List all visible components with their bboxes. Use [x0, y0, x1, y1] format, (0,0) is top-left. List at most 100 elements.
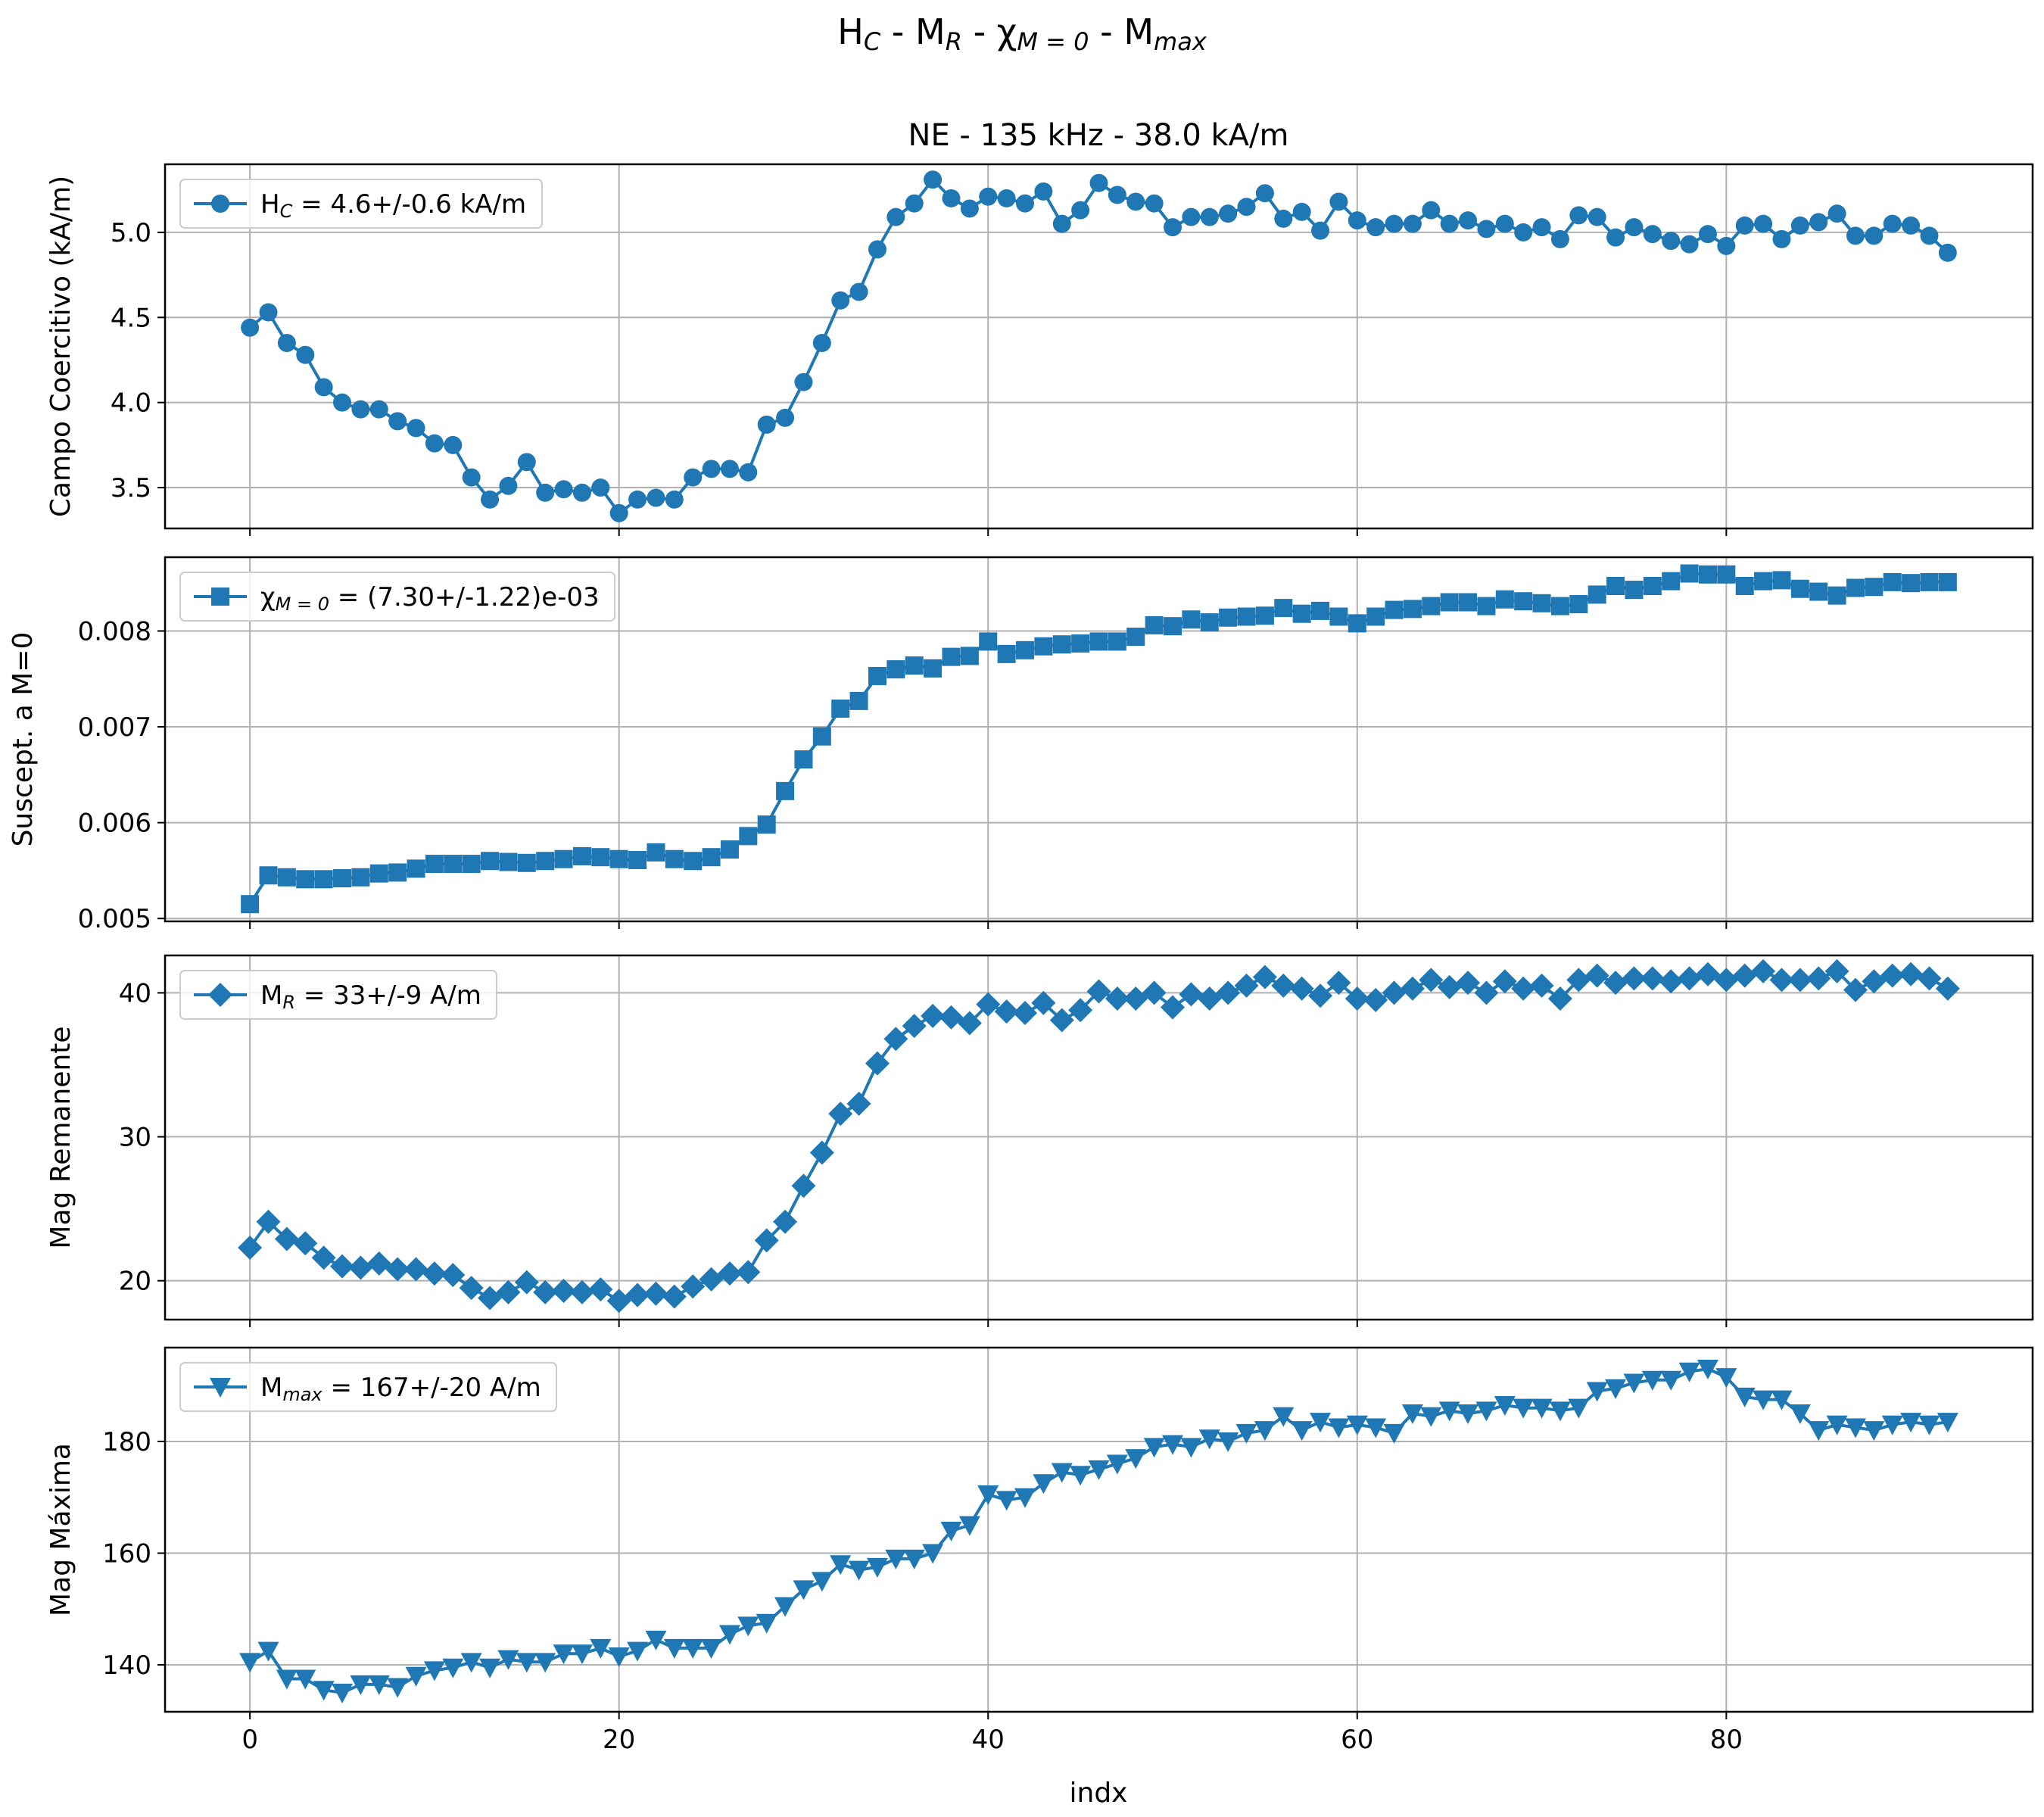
data-point [296, 345, 315, 364]
data-point [997, 644, 1016, 663]
data-point [1771, 1390, 1793, 1410]
data-point [957, 1011, 982, 1036]
data-point [1385, 600, 1404, 619]
data-point [1809, 213, 1828, 232]
data-point [1255, 606, 1274, 625]
data-point [1678, 1362, 1700, 1382]
data-point [1477, 597, 1496, 616]
data-point [351, 400, 370, 419]
data-point [1789, 1404, 1811, 1425]
data-point [1659, 969, 1684, 994]
data-point [1311, 601, 1330, 620]
data-point [1289, 976, 1314, 1001]
data-point [627, 1641, 649, 1662]
data-point [536, 852, 555, 871]
data-point [1198, 1429, 1220, 1450]
y-tick-label: 4.0 [111, 388, 151, 419]
data-point [444, 435, 463, 454]
data-point [1164, 617, 1182, 636]
y-tick-label: 0.007 [78, 712, 151, 743]
data-point [942, 189, 961, 207]
data-point [1697, 1360, 1718, 1380]
axes-frame [164, 954, 2034, 1321]
data-point [773, 1209, 798, 1234]
data-point [1865, 578, 1884, 597]
data-point [628, 490, 647, 509]
data-point [1031, 990, 1056, 1015]
y-tick-label: 20 [119, 1267, 151, 1297]
data-point [1346, 1415, 1368, 1435]
data-point [1164, 218, 1182, 237]
data-point [1883, 572, 1902, 591]
data-point [1549, 1401, 1571, 1422]
y-tick-label: 160 [102, 1538, 151, 1569]
data-point [1902, 216, 1921, 235]
y-tick-label: 3.5 [111, 473, 151, 503]
data-point [314, 378, 333, 397]
data-point [1108, 185, 1126, 204]
data-point [293, 1231, 318, 1256]
data-point [1182, 207, 1201, 226]
data-point [886, 207, 905, 226]
chart-subtitle: NE - 135 kHz - 38.0 kA/m [908, 118, 1289, 153]
data-point [1382, 980, 1407, 1005]
data-point [442, 1658, 464, 1678]
data-point [1274, 599, 1293, 618]
data-point [831, 699, 850, 718]
data-point [1513, 1398, 1535, 1419]
data-point [739, 827, 758, 846]
data-point [1826, 1415, 1848, 1435]
x-tick-label: 80 [1710, 1725, 1743, 1755]
data-point [1492, 969, 1517, 994]
data-point [241, 318, 260, 337]
data-point [794, 372, 813, 391]
data-point [314, 870, 333, 889]
data-point [866, 1557, 888, 1578]
data-point [1790, 216, 1809, 235]
x-tick-label: 0 [241, 1725, 258, 1755]
data-point [849, 691, 868, 710]
data-point [812, 334, 831, 353]
data-point [1459, 211, 1478, 230]
legend-marker [208, 983, 232, 1007]
data-point [1790, 579, 1809, 598]
x-tick-label: 40 [972, 1725, 1005, 1755]
data-point [387, 1678, 409, 1698]
data-point [684, 852, 703, 871]
data-point [257, 1641, 279, 1662]
data-point [1383, 1423, 1405, 1444]
data-point [571, 1644, 593, 1665]
data-point [717, 1261, 742, 1286]
data-point [811, 1572, 833, 1592]
data-point [1438, 1401, 1460, 1422]
data-point [462, 468, 481, 487]
data-point [1422, 201, 1441, 220]
y-axis-label: Mag Máxima [45, 1443, 76, 1616]
data-point [1641, 1370, 1663, 1391]
data-point [444, 855, 463, 874]
data-point [1494, 1395, 1516, 1416]
data-point [1403, 600, 1422, 619]
y-axis-label: Mag Remanente [45, 1026, 76, 1248]
data-point [588, 1277, 613, 1302]
data-point [1787, 968, 1812, 993]
data-point [1809, 582, 1828, 601]
data-point [499, 476, 518, 495]
data-point [1550, 597, 1569, 616]
data-point [1456, 971, 1481, 996]
data-point [311, 1245, 336, 1270]
data-point [277, 868, 296, 887]
data-point [1662, 572, 1681, 591]
data-point [700, 1638, 722, 1659]
data-point [1179, 982, 1204, 1007]
data-point [1219, 204, 1238, 223]
data-point [960, 199, 979, 218]
data-point [868, 240, 886, 259]
data-point [479, 1658, 501, 1678]
data-point [1846, 578, 1865, 597]
data-point [1015, 640, 1034, 659]
data-point [1754, 214, 1773, 233]
data-point [1717, 565, 1736, 584]
data-point [1529, 973, 1554, 998]
data-point [516, 1653, 537, 1673]
